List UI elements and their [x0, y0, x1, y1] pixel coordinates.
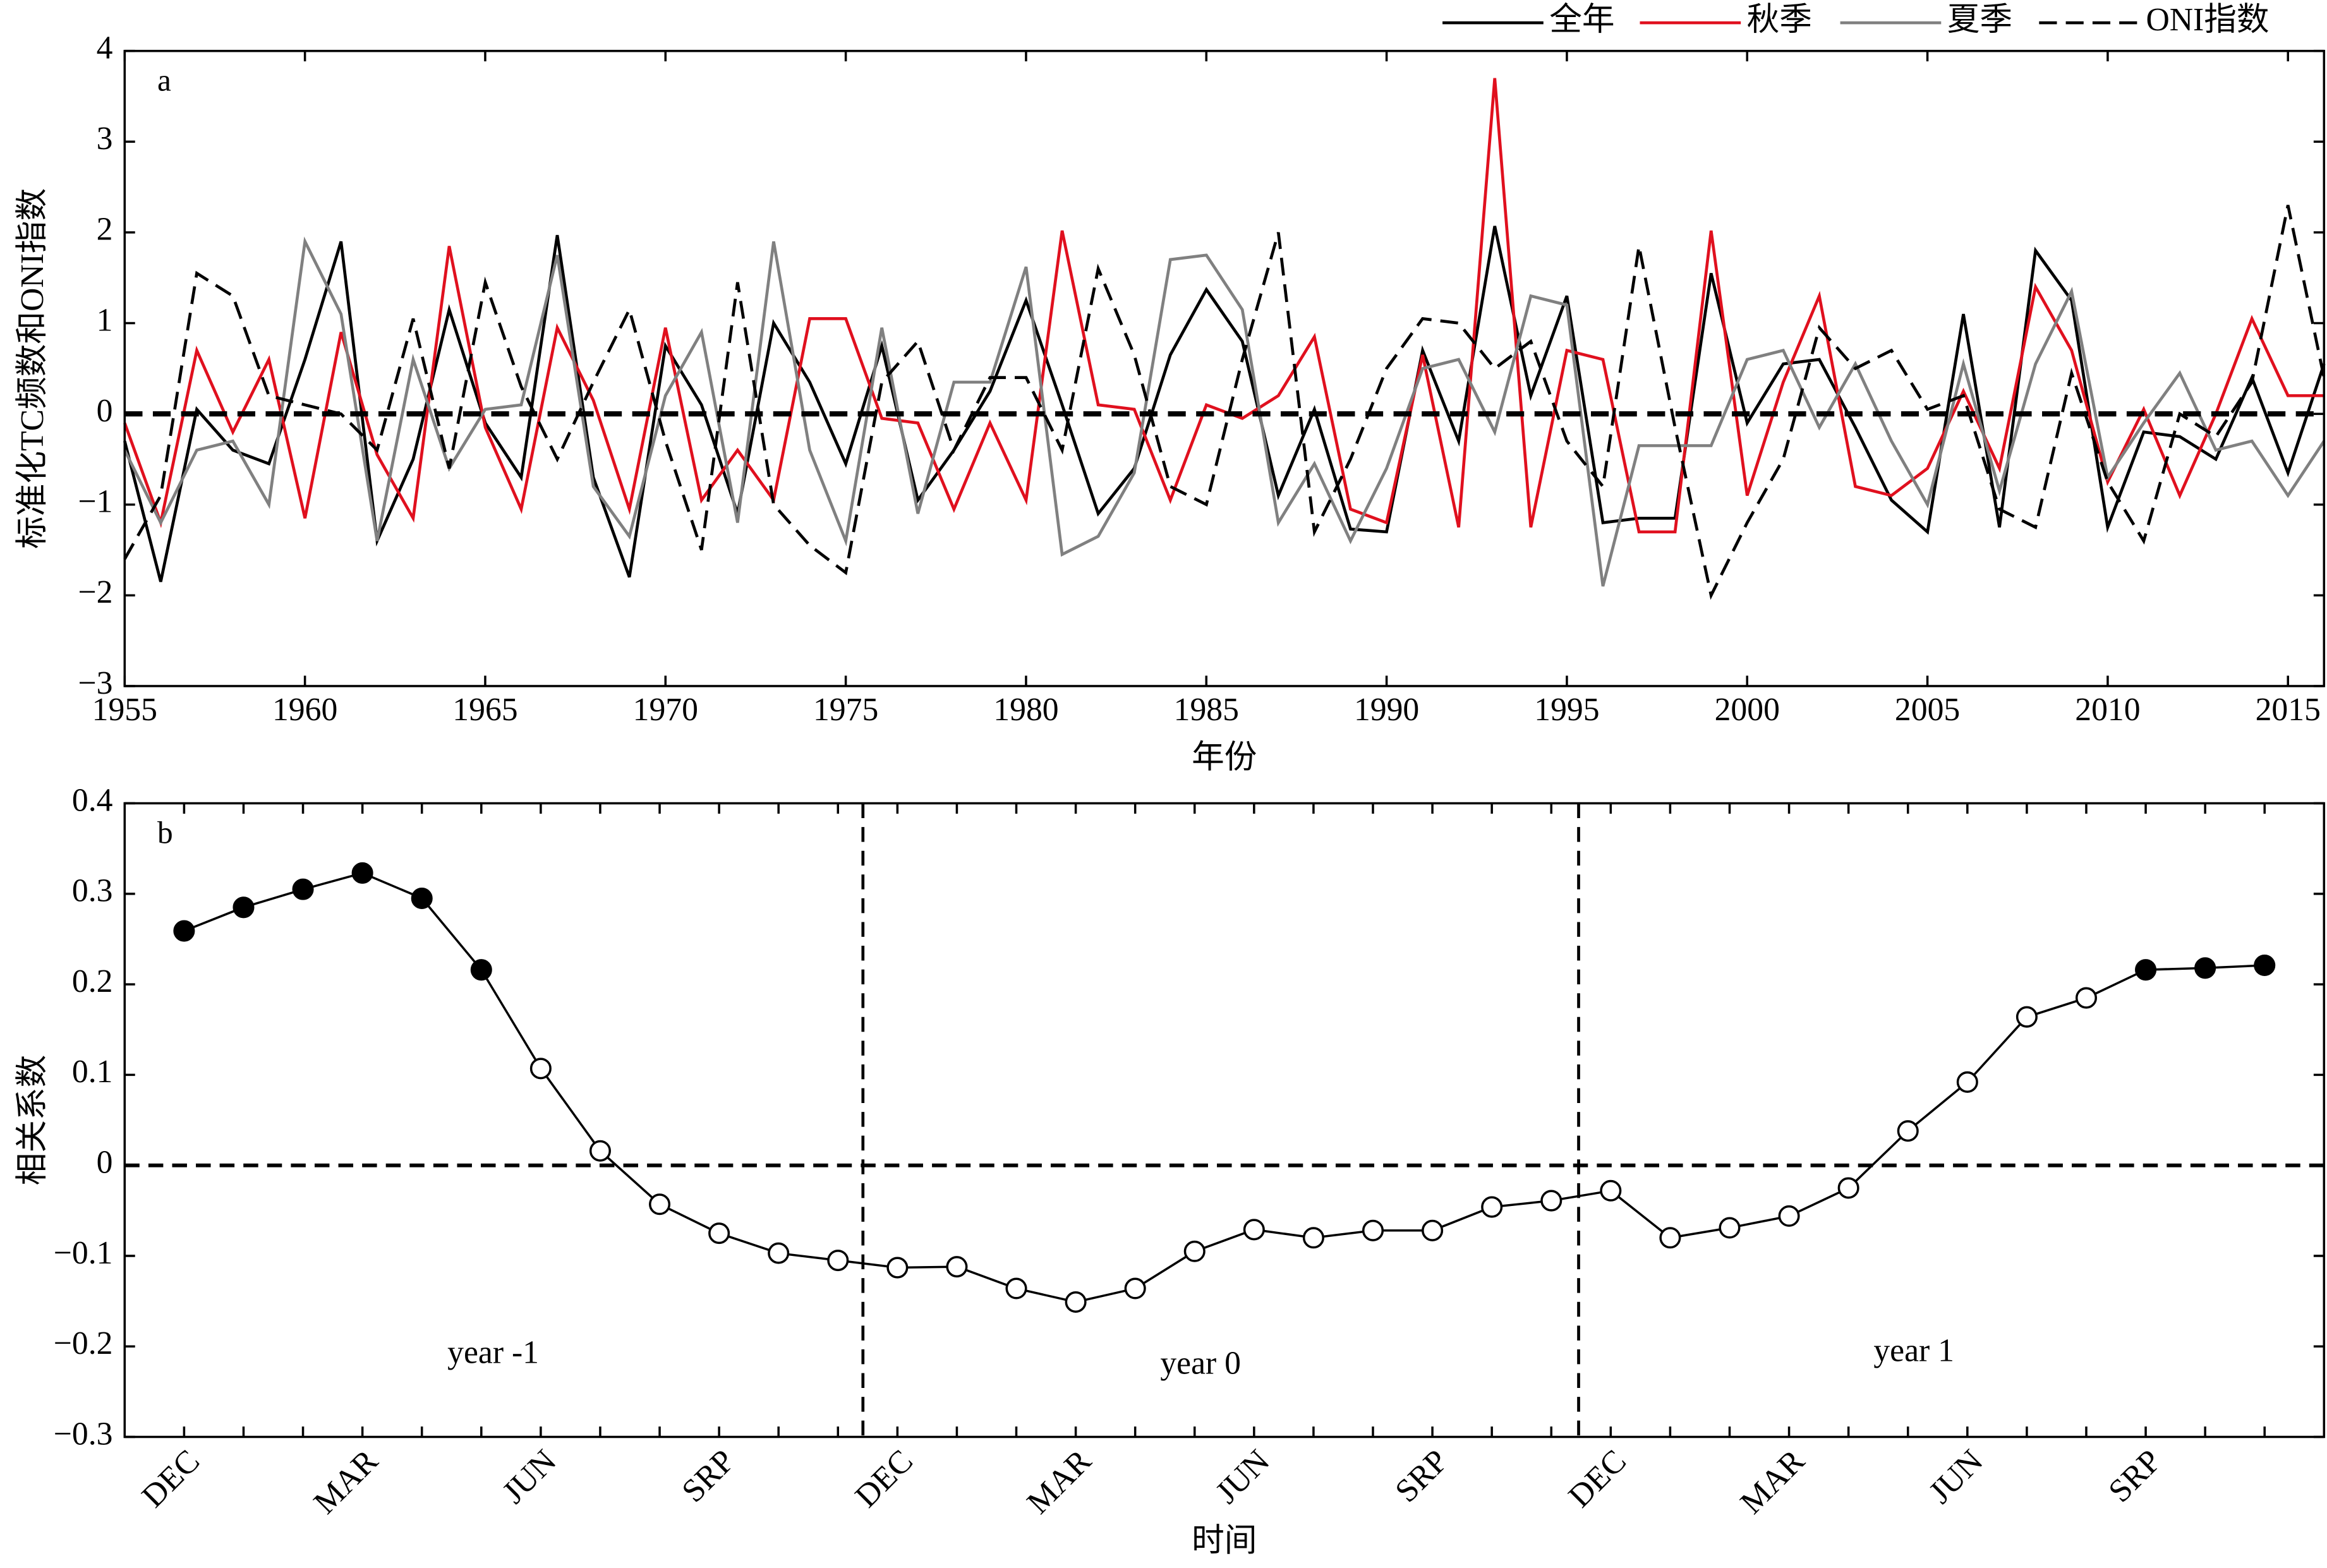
y-tick-label: −0.3	[54, 1416, 113, 1452]
point	[1422, 1219, 1444, 1241]
x-tick-label: 1980	[993, 692, 1058, 728]
y-tick-label: −2	[78, 574, 113, 610]
point	[470, 959, 492, 981]
point	[1719, 1217, 1741, 1239]
x-axis-label: 年份	[1192, 739, 1257, 775]
x-tick-label: 1990	[1354, 692, 1419, 728]
x-tick-label: MAR	[1734, 1443, 1812, 1521]
point	[529, 1058, 552, 1080]
point	[1837, 1177, 1859, 1199]
x-axis-label: 时间	[1192, 1523, 1257, 1559]
legend-label: ONI指数	[2146, 2, 2269, 38]
legend-label: 全年	[1549, 2, 1614, 38]
x-tick-label: 2010	[2075, 692, 2140, 728]
annotation: year 1	[1873, 1333, 1954, 1369]
point	[1897, 1120, 1919, 1142]
x-tick-label: 1960	[272, 692, 337, 728]
point	[1362, 1219, 1384, 1241]
panel-label: b	[157, 816, 173, 850]
x-tick-label: JUN	[1209, 1443, 1276, 1511]
point	[1778, 1205, 1800, 1227]
series-line	[123, 205, 2326, 600]
y-tick-label: −1	[78, 484, 113, 520]
y-tick-label: −3	[78, 665, 113, 701]
plot-frame	[123, 802, 2326, 1438]
x-tick-label: JUN	[495, 1443, 563, 1511]
y-tick-label: −0.1	[54, 1235, 113, 1271]
y-tick-label: −0.2	[54, 1325, 113, 1361]
x-tick-label: 1970	[633, 692, 698, 728]
x-tick-label: 2015	[2256, 692, 2321, 728]
x-tick-label: 1985	[1174, 692, 1239, 728]
y-tick-label: 0	[97, 1145, 113, 1181]
legend-label: 秋季	[1747, 2, 1812, 38]
point	[827, 1250, 849, 1272]
series-line	[123, 226, 2326, 582]
point	[411, 887, 433, 910]
x-tick-label: DEC	[1562, 1443, 1633, 1514]
point	[1481, 1196, 1503, 1218]
y-tick-label: 0	[97, 393, 113, 429]
x-tick-label: 1955	[92, 692, 157, 728]
x-tick-label: SRP	[1388, 1443, 1454, 1509]
y-tick-label: 4	[97, 30, 113, 66]
x-tick-label: 1965	[452, 692, 517, 728]
y-tick-label: 3	[97, 121, 113, 157]
point	[649, 1193, 671, 1215]
annotation: year 0	[1160, 1346, 1241, 1382]
x-tick-label: SRP	[2101, 1443, 2168, 1509]
x-tick-label: MAR	[1020, 1443, 1099, 1521]
point	[2135, 959, 2157, 981]
annotation: year -1	[447, 1334, 539, 1370]
x-tick-label: 1975	[813, 692, 878, 728]
point	[351, 862, 373, 884]
y-tick-label: 0.4	[72, 782, 113, 818]
x-tick-label: DEC	[135, 1443, 207, 1514]
x-tick-label: 1995	[1534, 692, 1599, 728]
point	[1540, 1190, 1562, 1212]
point	[1600, 1179, 1622, 1202]
point	[1956, 1071, 1978, 1093]
series-line	[123, 236, 2326, 587]
point	[233, 896, 255, 919]
y-tick-label: 0.1	[72, 1054, 113, 1090]
x-tick-label: DEC	[849, 1443, 920, 1514]
point	[173, 920, 195, 942]
point	[1065, 1291, 1087, 1313]
point	[1005, 1277, 1027, 1300]
x-tick-label: 2000	[1715, 692, 1780, 728]
point	[2075, 987, 2098, 1009]
point	[768, 1242, 790, 1264]
y-tick-label: 0.3	[72, 873, 113, 909]
point	[2016, 1006, 2038, 1028]
x-tick-label: MAR	[307, 1443, 385, 1521]
point	[2194, 957, 2216, 979]
point	[946, 1256, 968, 1278]
point	[1302, 1227, 1324, 1249]
x-tick-label: JUN	[1922, 1443, 1990, 1511]
point	[1183, 1240, 1206, 1262]
point	[708, 1222, 730, 1245]
point	[292, 878, 314, 900]
series-line	[123, 78, 2324, 534]
y-tick-label: 0.2	[72, 963, 113, 999]
x-tick-label: SRP	[675, 1443, 741, 1509]
point	[1659, 1227, 1681, 1249]
y-axis-label: 相关系数	[15, 1055, 51, 1186]
y-axis-label: 标准化TC频数和ONI指数	[15, 188, 51, 549]
point	[1124, 1277, 1146, 1300]
panel-label: a	[157, 63, 171, 98]
point	[2254, 954, 2276, 977]
point	[886, 1257, 909, 1279]
x-tick-label: 2005	[1895, 692, 1960, 728]
y-tick-label: 2	[97, 212, 113, 248]
plot-frame	[123, 49, 2326, 687]
series-line	[183, 872, 2265, 1303]
legend-label: 夏季	[1947, 2, 2012, 38]
point	[1243, 1219, 1265, 1241]
y-tick-label: 1	[97, 302, 113, 338]
point	[589, 1140, 611, 1162]
